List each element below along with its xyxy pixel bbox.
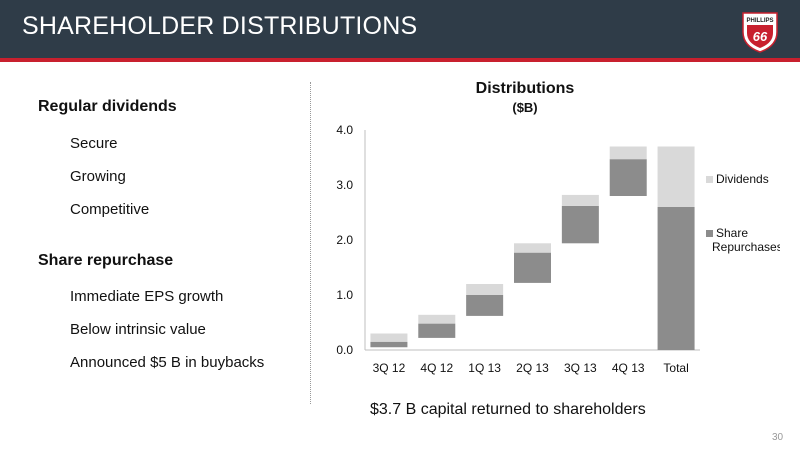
x-tick-label: 2Q 13 xyxy=(516,361,549,375)
bar-share-repurchases xyxy=(514,252,551,283)
legend-label: Repurchases xyxy=(712,240,780,254)
x-tick-label: 4Q 12 xyxy=(420,361,453,375)
list-item: Secure xyxy=(70,135,118,152)
x-tick-label: 3Q 13 xyxy=(564,361,597,375)
column-divider xyxy=(310,82,311,404)
header-bar: SHAREHOLDER DISTRIBUTIONS PHILLIPS 66 xyxy=(0,0,800,62)
list-item: Growing xyxy=(70,168,126,185)
phillips66-logo: PHILLIPS 66 xyxy=(742,12,778,53)
bar-share-repurchases xyxy=(609,159,647,196)
distributions-chart: 0.0 1.0 2.0 3.0 4.0 3Q 12 4Q 12 1Q 13 2Q 13 3Q 13… xyxy=(336,123,780,375)
bar-dividends xyxy=(466,284,504,295)
x-tick-label: 4Q 13 xyxy=(612,361,645,375)
bar-dividends xyxy=(561,194,599,206)
header-accent-line xyxy=(0,58,800,62)
footnote: $3.7 B capital returned to shareholders xyxy=(370,401,646,418)
list-item: Competitive xyxy=(70,201,150,218)
legend-label: Share xyxy=(716,226,748,240)
bar-dividends xyxy=(418,314,456,324)
y-tick-label: 4.0 xyxy=(336,123,353,137)
x-tick-label: 3Q 12 xyxy=(373,361,406,375)
y-tick-label: 3.0 xyxy=(336,178,353,192)
bar-share-repurchases xyxy=(466,295,504,316)
section-heading-dividends: Regular dividends xyxy=(38,98,177,115)
logo-text-top: PHILLIPS xyxy=(746,18,773,24)
list-item: Immediate EPS growth xyxy=(70,288,224,305)
bar-share-repurchases xyxy=(657,207,695,350)
y-tick-label: 1.0 xyxy=(336,288,353,302)
legend-swatch xyxy=(706,230,713,237)
legend-swatch xyxy=(706,176,713,183)
left-column: Regular dividends Secure Growing Competi… xyxy=(0,90,300,390)
section-heading-repurchase: Share repurchase xyxy=(38,252,174,269)
list-item: Below intrinsic value xyxy=(70,321,206,338)
bar-dividends xyxy=(657,146,695,207)
legend-label: Dividends xyxy=(716,172,769,186)
bar-share-repurchases xyxy=(370,341,408,348)
bar-share-repurchases xyxy=(418,323,456,338)
bar-dividends xyxy=(514,243,551,253)
chart-subtitle: ($B) xyxy=(512,100,538,115)
page-title: SHAREHOLDER DISTRIBUTIONS xyxy=(22,12,418,40)
x-tick-label: Total xyxy=(663,361,688,375)
bar-dividends xyxy=(370,333,408,342)
y-tick-label: 0.0 xyxy=(336,343,353,357)
page-number: 30 xyxy=(772,432,784,443)
bar-share-repurchases xyxy=(561,205,599,244)
bar-dividends xyxy=(609,146,647,160)
y-tick-label: 2.0 xyxy=(336,233,353,247)
x-tick-label: 1Q 13 xyxy=(468,361,501,375)
list-item: Announced $5 B in buybacks xyxy=(70,354,265,371)
chart-title: Distributions xyxy=(475,80,575,97)
logo-text-main: 66 xyxy=(753,29,768,44)
